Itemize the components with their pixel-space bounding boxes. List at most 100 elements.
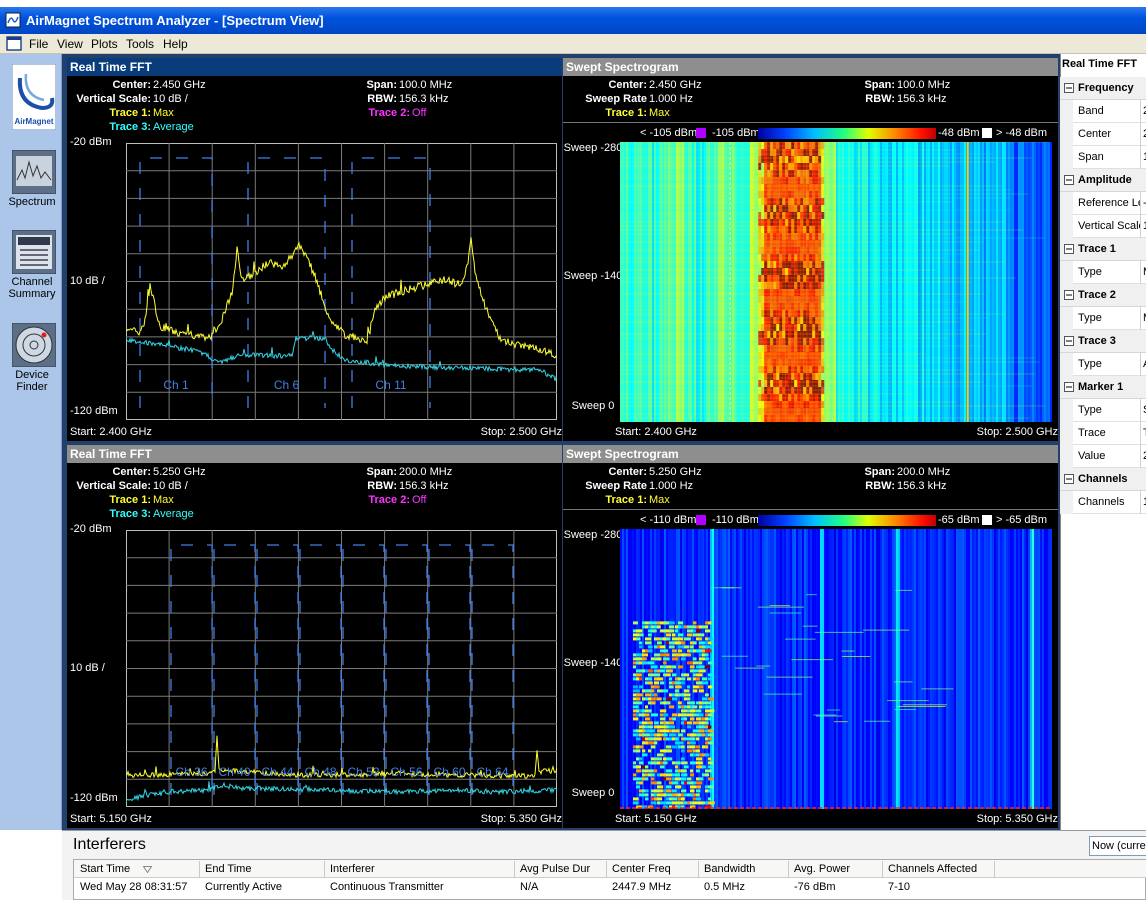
property-label[interactable]: Type bbox=[1078, 312, 1102, 324]
spectrogram-cell bbox=[767, 142, 771, 149]
spectrogram-column bbox=[854, 529, 856, 809]
spectrogram-cell bbox=[758, 324, 762, 331]
spectrogram-cell bbox=[764, 254, 768, 261]
channel-outline bbox=[428, 544, 471, 795]
spectrogram-column bbox=[804, 529, 806, 809]
spectrogram-cell bbox=[668, 705, 675, 709]
sidebar-label[interactable]: Channel Summary bbox=[8, 276, 56, 300]
group-name[interactable]: Trace 2 bbox=[1078, 289, 1116, 301]
spectrogram-cell bbox=[791, 149, 795, 156]
spectrogram-cell bbox=[773, 170, 777, 177]
spectrogram-cell bbox=[671, 693, 678, 697]
property-label[interactable]: Band bbox=[1078, 105, 1104, 117]
spectrogram-cell bbox=[791, 261, 795, 268]
spectrogram-cell bbox=[767, 205, 771, 212]
spectrogram-cell bbox=[758, 345, 762, 352]
property-label[interactable]: Span bbox=[1078, 151, 1104, 163]
property-label[interactable]: Value bbox=[1078, 450, 1106, 462]
group-name[interactable]: Trace 3 bbox=[1078, 335, 1116, 347]
menu-item[interactable]: File bbox=[29, 37, 49, 51]
spectrogram-cell bbox=[650, 745, 656, 749]
spectrogram-cell bbox=[800, 394, 804, 401]
spectrogram-column bbox=[1050, 529, 1052, 809]
spectrogram-cell bbox=[812, 324, 816, 331]
column-header[interactable]: Start Time bbox=[80, 863, 131, 875]
menu-item[interactable]: Plots bbox=[91, 37, 118, 51]
group-name[interactable]: Trace 1 bbox=[1078, 243, 1116, 255]
property-label[interactable]: Reference Le bbox=[1078, 197, 1140, 209]
spectrogram-cell bbox=[761, 317, 765, 324]
column-header[interactable]: Bandwidth bbox=[704, 863, 756, 875]
spectrogram-cell bbox=[773, 219, 777, 226]
property-label[interactable]: Type bbox=[1078, 358, 1102, 370]
spectrogram-cell bbox=[776, 289, 780, 296]
property-label[interactable]: Center bbox=[1078, 128, 1112, 140]
spectrogram-cell bbox=[779, 394, 783, 401]
spectrogram-cell bbox=[677, 637, 684, 641]
group-name[interactable]: Amplitude bbox=[1078, 174, 1132, 186]
group-name[interactable]: Channels bbox=[1078, 473, 1128, 485]
spectrogram-cell bbox=[815, 163, 819, 170]
spectrogram-cell bbox=[653, 677, 660, 681]
info-value: Max bbox=[649, 107, 670, 119]
spectrogram-column bbox=[802, 529, 804, 809]
table-cell[interactable]: Wed May 28 08:31:57 bbox=[80, 881, 188, 893]
spectrogram-column bbox=[1004, 142, 1006, 422]
spectrogram-column bbox=[724, 142, 726, 422]
column-header[interactable]: Center Freq bbox=[612, 863, 671, 875]
spectrogram-cell bbox=[704, 801, 709, 805]
sidebar-label[interactable]: Device Finder bbox=[15, 369, 49, 393]
spectrogram-cell bbox=[818, 163, 822, 170]
property-label[interactable]: Type bbox=[1078, 266, 1102, 278]
spectrogram-column bbox=[896, 142, 898, 422]
spectrogram-cell bbox=[788, 163, 792, 170]
table-cell[interactable]: -76 dBm bbox=[794, 881, 836, 893]
spectrogram-cell bbox=[809, 184, 813, 191]
spectrogram-cell bbox=[818, 184, 822, 191]
spectrogram-cell bbox=[821, 212, 825, 219]
property-label[interactable]: Vertical Scale bbox=[1078, 220, 1140, 232]
group-name[interactable]: Marker 1 bbox=[1078, 381, 1124, 393]
spectrogram-cell bbox=[818, 408, 822, 415]
spectrogram-cell bbox=[695, 781, 703, 785]
group-name[interactable]: Frequency bbox=[1078, 82, 1134, 94]
spectrogram-cell bbox=[815, 191, 819, 198]
property-gutter bbox=[1060, 491, 1073, 514]
spectrogram-column bbox=[976, 142, 978, 422]
spectrogram-cell bbox=[767, 338, 771, 345]
menu-item[interactable]: Tools bbox=[126, 37, 155, 51]
table-cell[interactable]: 2447.9 MHz bbox=[612, 881, 672, 893]
spectrogram-cell bbox=[785, 387, 789, 394]
spectrogram-cell bbox=[758, 156, 762, 163]
table-cell[interactable]: Continuous Transmitter bbox=[330, 881, 444, 893]
spectrogram-cell bbox=[659, 653, 667, 657]
table-cell[interactable]: 0.5 MHz bbox=[704, 881, 745, 893]
column-header[interactable]: Interferer bbox=[330, 863, 375, 875]
spectrogram-cell bbox=[776, 191, 780, 198]
info-label: Span: bbox=[366, 466, 397, 478]
table-cell[interactable]: Currently Active bbox=[205, 881, 283, 893]
filter-dropdown[interactable]: Now (curre bbox=[1089, 836, 1146, 856]
spectrogram-column bbox=[926, 529, 928, 809]
spectrogram-column bbox=[848, 529, 850, 809]
property-label[interactable]: Trace bbox=[1078, 427, 1106, 439]
sidebar-label[interactable]: Spectrum bbox=[8, 196, 56, 208]
menu-item[interactable]: View bbox=[57, 37, 83, 51]
spectrogram-cell bbox=[785, 331, 789, 338]
spectrogram-cell bbox=[764, 408, 768, 415]
property-label[interactable]: Channels bbox=[1078, 496, 1125, 508]
table-cell[interactable]: N/A bbox=[520, 881, 539, 893]
menu-item[interactable]: Help bbox=[163, 37, 188, 51]
spectrogram-cell bbox=[671, 665, 677, 669]
spectrogram-column bbox=[624, 142, 626, 422]
column-header[interactable]: Channels Affected bbox=[888, 863, 978, 875]
property-label[interactable]: Type bbox=[1078, 404, 1102, 416]
column-header[interactable]: End Time bbox=[205, 863, 252, 875]
table-cell[interactable]: 7-10 bbox=[888, 881, 911, 893]
spectrogram-cell bbox=[764, 226, 768, 233]
spectrogram-cell bbox=[818, 401, 822, 408]
spectrogram-cell bbox=[797, 198, 801, 205]
column-header[interactable]: Avg Pulse Dur bbox=[520, 863, 591, 875]
spectrogram-column bbox=[906, 142, 908, 422]
column-header[interactable]: Avg. Power bbox=[794, 863, 851, 875]
